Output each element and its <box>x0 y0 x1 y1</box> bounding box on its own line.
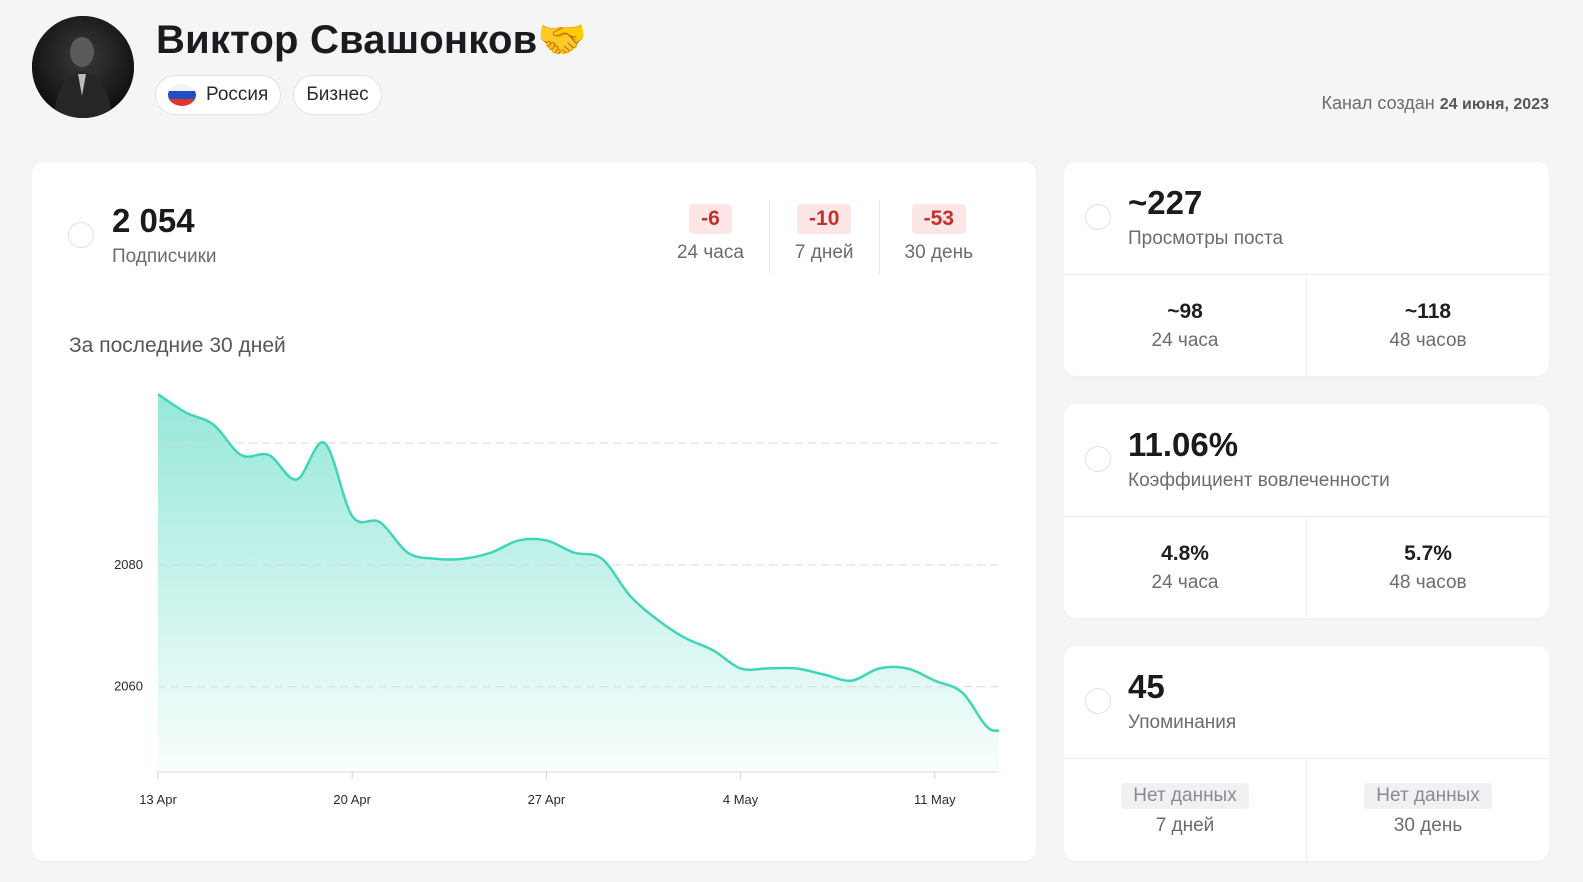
mentions-7d-value: Нет данных <box>1121 783 1249 809</box>
delta-7d-value: -10 <box>797 204 852 234</box>
views-summary: ~227 Просмотры поста <box>1064 162 1549 275</box>
engagement-label: Коэффициент вовлеченности <box>1128 470 1390 491</box>
x-tick-label: 11 May <box>914 792 956 807</box>
y-tick-label: 2080 <box>114 557 143 572</box>
y-tick-label: 2060 <box>114 679 143 694</box>
mentions-30d: Нет данных 30 день <box>1306 759 1549 861</box>
delta-24h-period: 24 часа <box>676 242 744 263</box>
views-48h-label: 48 часов <box>1389 329 1467 351</box>
created-date: 24 июня, 2023 <box>1439 96 1549 113</box>
engagement-24h-label: 24 часа <box>1151 571 1219 593</box>
engagement-value: 11.06% <box>1128 426 1239 463</box>
channel-title: Виктор Свашонков🤝 <box>156 18 588 62</box>
tag-category[interactable]: Бизнес <box>293 75 382 115</box>
views-24h-label: 24 часа <box>1151 329 1219 351</box>
subscribers-card: 2 054 Подписчики -6 24 часа -10 7 дней -… <box>32 162 1036 861</box>
tag-country-label: Россия <box>206 84 269 105</box>
chart-heading: За последние 30 дней <box>69 334 286 357</box>
delta-24h-value: -6 <box>689 204 732 234</box>
views-24h: ~98 24 часа <box>1064 275 1306 376</box>
engagement-48h-value: 5.7% <box>1404 541 1452 565</box>
views-48h-value: ~118 <box>1404 299 1452 323</box>
avatar-portrait-icon <box>32 16 134 118</box>
views-label: Просмотры поста <box>1128 228 1284 249</box>
x-tick-label: 27 Apr <box>528 792 566 807</box>
mentions-30d-label: 30 день <box>1393 815 1463 836</box>
engagement-breakdown: 4.8% 24 часа 5.7% 48 часов <box>1064 517 1549 618</box>
views-radio[interactable] <box>1085 204 1111 230</box>
mentions-7d: Нет данных 7 дней <box>1064 759 1306 861</box>
views-card: ~227 Просмотры поста ~98 24 часа ~118 48… <box>1064 162 1549 376</box>
created-prefix: Канал создан <box>1321 93 1435 113</box>
delta-30d-value: -53 <box>911 204 966 234</box>
mentions-radio[interactable] <box>1085 688 1111 714</box>
mentions-value: 45 <box>1128 668 1165 705</box>
tag-country[interactable]: Россия <box>155 75 282 115</box>
engagement-24h: 4.8% 24 часа <box>1064 517 1306 618</box>
subscribers-radio[interactable] <box>68 222 94 248</box>
russia-flag-icon <box>168 84 196 106</box>
x-tick-label: 4 May <box>723 792 759 807</box>
engagement-summary: 11.06% Коэффициент вовлеченности <box>1064 404 1549 517</box>
engagement-48h-label: 48 часов <box>1389 571 1467 593</box>
mentions-card: 45 Упоминания Нет данных 7 дней Нет данн… <box>1064 646 1549 861</box>
subscribers-label: Подписчики <box>112 246 217 267</box>
engagement-24h-value: 4.8% <box>1161 541 1209 565</box>
delta-7d-period: 7 дней <box>794 242 854 263</box>
channel-created: Канал создан 24 июня, 2023 <box>1321 93 1549 114</box>
views-48h: ~118 48 часов <box>1306 275 1549 376</box>
views-value: ~227 <box>1128 184 1203 221</box>
subscribers-chart[interactable]: 2060 2080 13 Apr 20 Apr 27 Apr 4 May 11 May <box>69 382 999 822</box>
views-breakdown: ~98 24 часа ~118 48 часов <box>1064 275 1549 376</box>
chart-line <box>157 393 999 732</box>
mentions-breakdown: Нет данных 7 дней Нет данных 30 день <box>1064 759 1549 861</box>
delta-7d: -10 7 дней <box>768 200 879 274</box>
delta-24h: -6 24 часа <box>652 200 769 274</box>
x-tick-label: 20 Apr <box>333 792 371 807</box>
tag-category-label: Бизнес <box>306 84 369 105</box>
mentions-7d-label: 7 дней <box>1155 815 1215 836</box>
subscriber-deltas: -6 24 часа -10 7 дней -53 30 день <box>652 200 998 274</box>
chart-area <box>158 394 999 772</box>
mentions-summary: 45 Упоминания <box>1064 646 1549 759</box>
mentions-30d-value: Нет данных <box>1364 783 1492 809</box>
engagement-card: 11.06% Коэффициент вовлеченности 4.8% 24… <box>1064 404 1549 618</box>
views-24h-value: ~98 <box>1167 299 1203 323</box>
delta-30d: -53 30 день <box>878 200 998 274</box>
engagement-radio[interactable] <box>1085 446 1111 472</box>
channel-avatar <box>32 16 134 118</box>
x-tick-label: 13 Apr <box>139 792 177 807</box>
engagement-48h: 5.7% 48 часов <box>1306 517 1549 618</box>
mentions-label: Упоминания <box>1128 712 1237 733</box>
subscribers-count: 2 054 <box>112 202 195 239</box>
delta-30d-period: 30 день <box>904 242 973 263</box>
channel-tags: Россия Бизнес <box>155 75 382 115</box>
